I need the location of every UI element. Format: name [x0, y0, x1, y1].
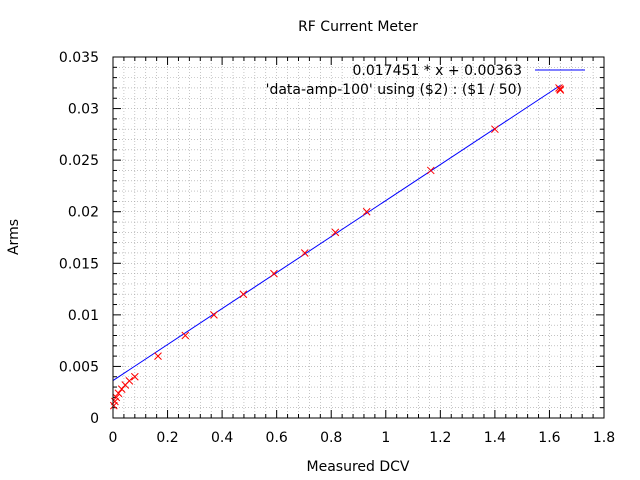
x-axis-label: Measured DCV — [307, 459, 410, 475]
data-point — [239, 290, 248, 299]
data-point-stroke — [125, 377, 134, 385]
plot-border — [112, 56, 605, 419]
data-point — [270, 269, 278, 278]
ticks: 0 0.2 0.4 0.6 0.8 1 1.2 1.4 1.6 1.8 0 0.005 0.01 0.01… — [59, 50, 615, 446]
y-tick-label: 0.03 — [68, 102, 99, 118]
data-point — [362, 207, 371, 216]
data-point-stroke — [426, 166, 435, 175]
y-tick-label: 0 — [90, 411, 99, 427]
data-point — [114, 389, 123, 398]
legend-label-fit: 0.017451 * x + 0.00363 — [352, 63, 522, 79]
legend: 0.017451 * x + 0.00363 'data-amp-100' usi… — [266, 63, 585, 98]
x-tick-label: 0.4 — [211, 430, 233, 446]
x-tick-label: 1 — [381, 430, 390, 446]
data-point-stroke — [331, 228, 340, 237]
data-point-stroke — [270, 269, 278, 278]
x-tick-label: 1.4 — [484, 430, 506, 446]
data-point — [426, 166, 435, 175]
fit-line — [112, 84, 561, 381]
chart-title: RF Current Meter — [298, 19, 418, 35]
y-tick-label: 0.01 — [68, 308, 99, 324]
x-tick-label: 0.6 — [266, 430, 288, 446]
data-point-stroke — [491, 125, 499, 134]
data-point — [125, 377, 134, 385]
data-point — [491, 125, 499, 134]
data-point-stroke — [154, 352, 162, 360]
y-tick-label: 0.005 — [59, 359, 99, 375]
x-tick-label: 1.6 — [538, 430, 560, 446]
x-tick-label: 1.8 — [593, 430, 615, 446]
fit-line-series — [112, 84, 561, 381]
data-point-stroke — [210, 311, 218, 319]
data-point — [300, 249, 309, 257]
x-tick-label: 0.8 — [320, 430, 342, 446]
data-point-stroke — [362, 207, 371, 216]
y-tick-label: 0.025 — [59, 153, 99, 169]
y-tick-label: 0.035 — [59, 50, 99, 66]
data-point — [154, 352, 162, 360]
data-point-stroke — [239, 290, 248, 299]
legend-label-data: 'data-amp-100' using ($2) : ($1 / 50) — [266, 82, 522, 98]
data-point-stroke — [181, 331, 190, 340]
data-point-stroke — [114, 389, 123, 398]
legend-swatch-data — [556, 85, 564, 93]
x-tick-label: 0.2 — [156, 430, 178, 446]
data-point — [331, 228, 340, 237]
grid — [113, 57, 604, 418]
data-point-stroke — [112, 393, 121, 402]
y-tick-label: 0.015 — [59, 256, 99, 272]
y-tick-label: 0.02 — [68, 205, 99, 221]
data-point — [181, 331, 190, 340]
y-axis-label: Arms — [6, 219, 22, 255]
data-point — [112, 393, 121, 402]
data-point-stroke — [130, 372, 139, 381]
data-point — [130, 372, 139, 381]
data-point — [210, 311, 218, 319]
data-points-series — [109, 84, 565, 410]
x-tick-label: 1.2 — [429, 430, 451, 446]
x-tick-label: 0 — [109, 430, 118, 446]
data-point-stroke — [300, 249, 309, 257]
